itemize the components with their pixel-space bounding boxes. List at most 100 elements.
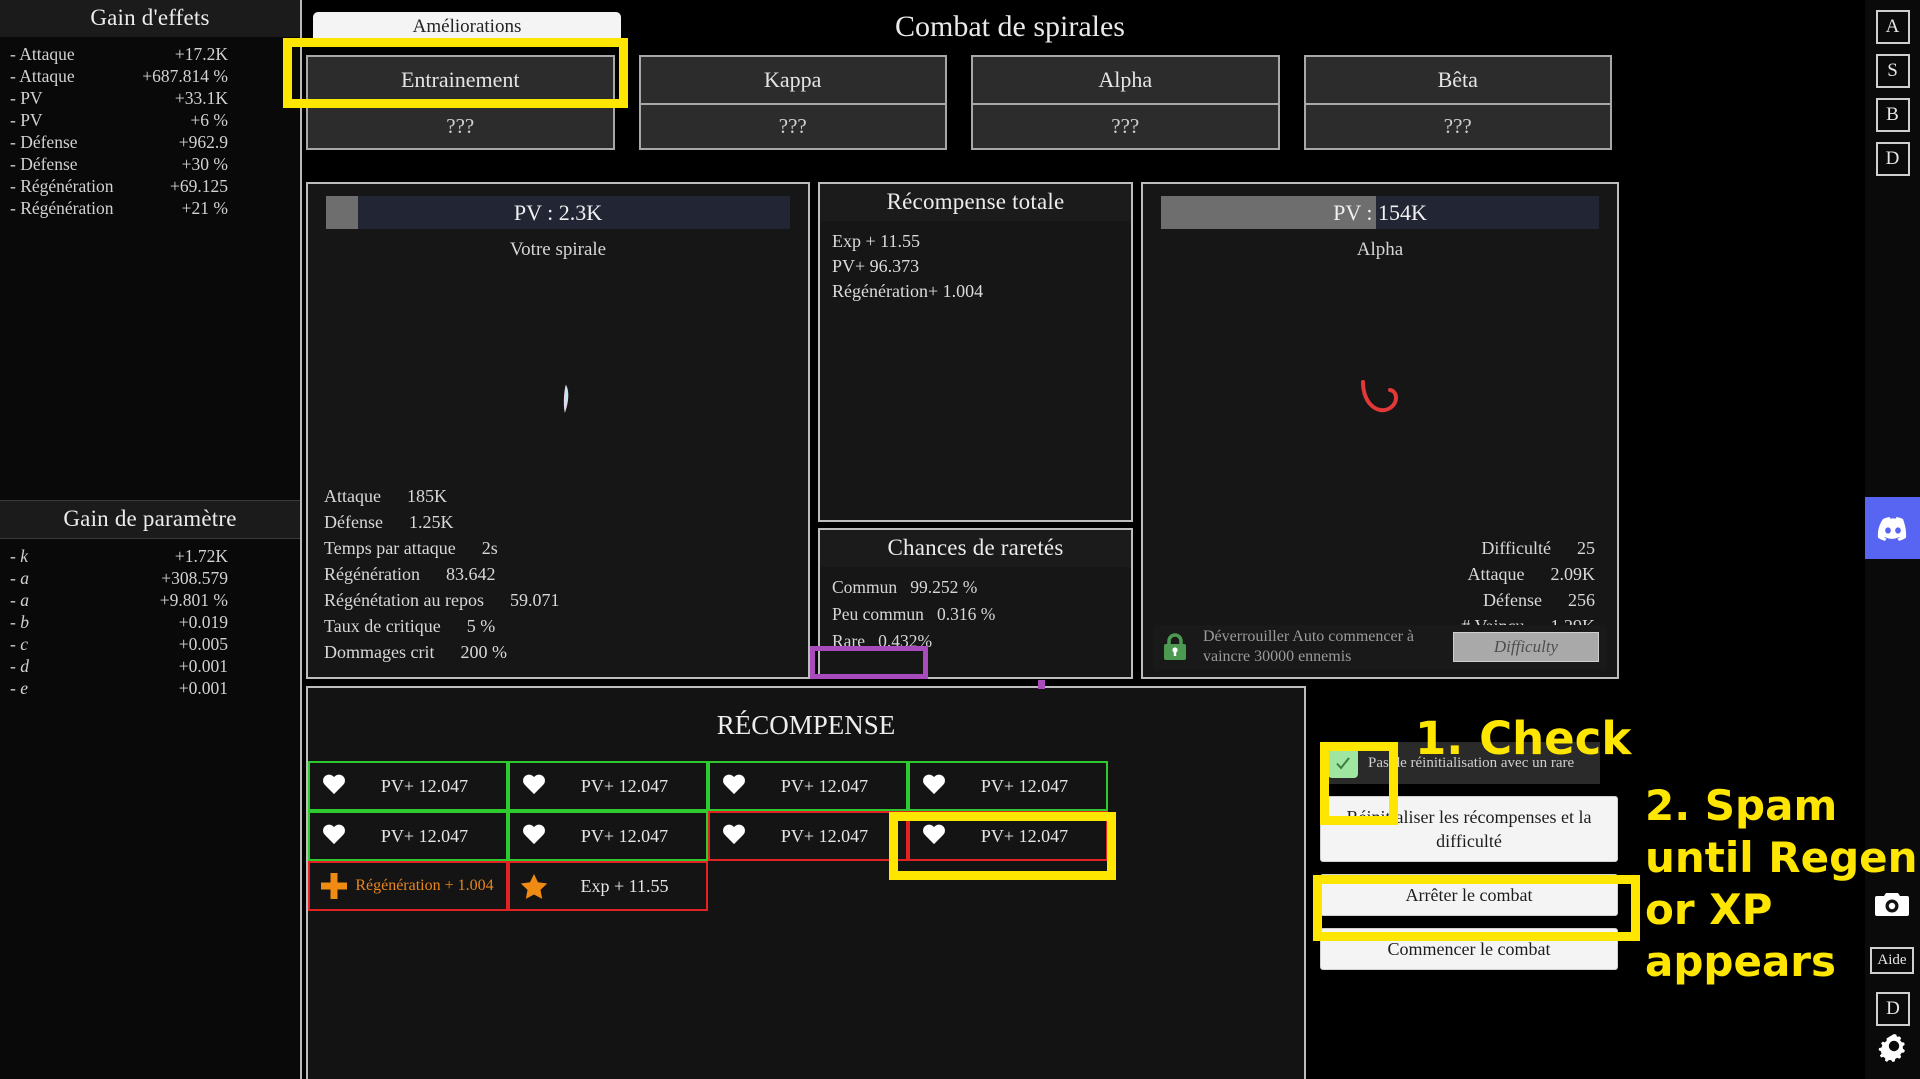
- stat-row: - a +9.801 %: [10, 589, 290, 611]
- reward-scroll-region[interactable]: PV + 12Exp + 11.55: [308, 1046, 1304, 1079]
- hotkey-s[interactable]: S: [1875, 54, 1910, 88]
- annotation-line: or XP: [1645, 885, 1773, 934]
- help-button[interactable]: Aide: [1870, 947, 1914, 974]
- combat-stat-value: 5 %: [466, 616, 496, 636]
- combat-stat-label: Défense: [324, 512, 383, 532]
- combat-stat-row: Attaque 2.09K: [1431, 561, 1595, 587]
- stat-value: +0.019: [178, 612, 228, 632]
- stat-row: - b +0.019: [10, 611, 290, 633]
- stat-label: - Attaque: [10, 44, 75, 64]
- stat-row: - e +0.001: [10, 677, 290, 699]
- unlock-text: Déverrouiller Auto commencer à vaincre 3…: [1203, 628, 1415, 665]
- stat-label: - Régénération: [10, 198, 114, 218]
- stat-value: +308.579: [161, 568, 228, 588]
- reward-summary-column: Récompense totale Exp + 11.55 PV+ 96.373 R…: [818, 182, 1133, 679]
- annotation-step2: 2. Spam until Regen or XP appears: [1645, 780, 1918, 988]
- reward-cell[interactable]: Exp + 11.55: [508, 861, 708, 911]
- rarity-row: Peu commun 0.316 %: [832, 604, 996, 624]
- page-title: Combat de spirales: [895, 10, 1125, 43]
- stat-value: +0.001: [178, 656, 228, 676]
- heart-icon: [322, 775, 346, 797]
- hotkey-b[interactable]: B: [1875, 98, 1910, 132]
- combat-stat-row: Taux de critique 5 %: [324, 613, 559, 639]
- reward-cell[interactable]: PV+ 12.047: [908, 761, 1108, 811]
- reward-cell-label: PV+ 12.047: [780, 825, 869, 846]
- auto-start-unlock-bar: Déverrouiller Auto commencer à vaincre 3…: [1153, 625, 1607, 669]
- combat-stat-label: Temps par attaque: [324, 538, 456, 558]
- reward-cell[interactable]: PV+ 12.047: [308, 761, 508, 811]
- combat-stat-label: Dommages crit: [324, 642, 435, 662]
- effects-gain-title: Gain d'effets: [0, 0, 300, 37]
- reward-cell[interactable]: PV+ 12.047: [908, 811, 1108, 861]
- enemy-tab-strip: Entrainement??? Kappa??? Alpha??? Bêta???: [306, 55, 1612, 150]
- stat-label: - Attaque: [10, 66, 75, 86]
- param-gain-section: Gain de paramètre - k +1.72K - a +308.579- …: [0, 500, 300, 699]
- hotkey-d-secondary[interactable]: D: [1876, 992, 1910, 1026]
- enemy-tab-name[interactable]: Alpha: [971, 55, 1280, 105]
- enemy-tab-1[interactable]: Kappa???: [638, 55, 947, 150]
- heart-icon: [922, 825, 946, 847]
- enemy-tab-name[interactable]: Bêta: [1303, 55, 1612, 105]
- reward-cell[interactable]: PV+ 12.047: [708, 811, 908, 861]
- stat-label: - k: [10, 546, 28, 566]
- gear-icon[interactable]: [1878, 1030, 1910, 1067]
- total-reward-line: Exp + 11.55: [832, 231, 920, 251]
- reward-cell-label: PV+ 12.047: [380, 775, 469, 796]
- reward-cell-label: PV+ 12.047: [980, 775, 1069, 796]
- reward-cell[interactable]: Régénération + 1.004: [308, 861, 508, 911]
- stat-row: - Défense +30 %: [10, 153, 290, 175]
- enemy-tab-sub: ???: [306, 105, 615, 150]
- player-hp-label: PV : 2.3K: [513, 199, 603, 225]
- difficulty-button[interactable]: Difficulty: [1453, 632, 1599, 662]
- reset-rewards-button[interactable]: Réinitialiser les récompenses et la diff…: [1320, 796, 1618, 862]
- stop-combat-button[interactable]: Arrêter le combat: [1320, 874, 1618, 916]
- enemy-tab-sub: ???: [1303, 105, 1612, 150]
- param-gain-list: - k +1.72K - a +308.579 - a +9.801 % - b +0.019…: [0, 539, 300, 699]
- reward-cell-label: PV+ 12.047: [580, 825, 669, 846]
- rarity-title: Chances de raretés: [820, 530, 1131, 567]
- stat-value: +30 %: [181, 154, 228, 174]
- enemy-tab-2[interactable]: Alpha???: [971, 55, 1280, 150]
- discord-icon[interactable]: [1865, 497, 1920, 559]
- purple-tick-mark: [1038, 680, 1045, 689]
- reward-cell[interactable]: PV+ 12.047: [508, 811, 708, 861]
- heart-icon: [722, 775, 746, 797]
- enemy-name: Alpha: [1356, 239, 1404, 260]
- combat-stat-row: Dommages crit 200 %: [324, 639, 559, 665]
- reward-cell[interactable]: PV+ 12.047: [708, 761, 908, 811]
- stat-label: - Défense: [10, 154, 78, 174]
- enemy-tab-3[interactable]: Bêta???: [1303, 55, 1612, 150]
- no-reset-checkbox[interactable]: [1328, 748, 1358, 778]
- reward-cell[interactable]: PV+ 12.047: [308, 811, 508, 861]
- combat-stat-row: Difficulté 25: [1431, 535, 1595, 561]
- enemy-tab-0[interactable]: Entrainement???: [306, 55, 615, 150]
- enemy-hp-fill: [1161, 196, 1376, 229]
- stat-row: - Attaque +687.814 %: [10, 65, 290, 87]
- combat-stat-value: 2s: [481, 538, 498, 558]
- heart-icon: [922, 775, 946, 797]
- total-reward-lines: Exp + 11.55 PV+ 96.373 Régénération+ 1.004: [820, 221, 1131, 312]
- stat-label: - c: [10, 634, 28, 654]
- enemy-tab-name[interactable]: Entrainement: [306, 55, 615, 105]
- hotkey-a[interactable]: A: [1875, 10, 1910, 44]
- combat-stat-value: 1.25K: [408, 512, 454, 532]
- hotkey-d[interactable]: D: [1875, 142, 1910, 176]
- stat-value: +962.9: [178, 132, 228, 152]
- enemy-hp-bar: PV : 154K: [1161, 196, 1599, 229]
- reward-cell[interactable]: PV+ 12.047: [508, 761, 708, 811]
- stat-label: - a: [10, 568, 29, 588]
- start-combat-button[interactable]: Commencer le combat: [1320, 928, 1618, 970]
- tab-ameliorations[interactable]: Améliorations: [313, 12, 621, 42]
- stat-row: - d +0.001: [10, 655, 290, 677]
- camera-icon[interactable]: [1874, 890, 1910, 923]
- effects-gain-list: - Attaque +17.2K - Attaque +687.814 % - PV +3…: [0, 37, 300, 219]
- player-panel: PV : 2.3K Votre spirale Attaque 185K Défen…: [306, 182, 810, 679]
- enemy-tab-name[interactable]: Kappa: [638, 55, 947, 105]
- enemy-panel: PV : 154K Alpha Difficulté 25 Attaque 2.09K…: [1141, 182, 1619, 679]
- combat-stat-label: Taux de critique: [324, 616, 441, 636]
- check-icon: [1336, 757, 1350, 770]
- rarity-chances-panel: Chances de raretés Commun 99.252 % Peu co…: [818, 528, 1133, 679]
- combat-stat-label: Attaque: [324, 486, 381, 506]
- combat-controls: Pas de réinitialisation avec un rare Réi…: [1320, 742, 1618, 970]
- rarity-row: Commun 99.252 %: [832, 577, 978, 597]
